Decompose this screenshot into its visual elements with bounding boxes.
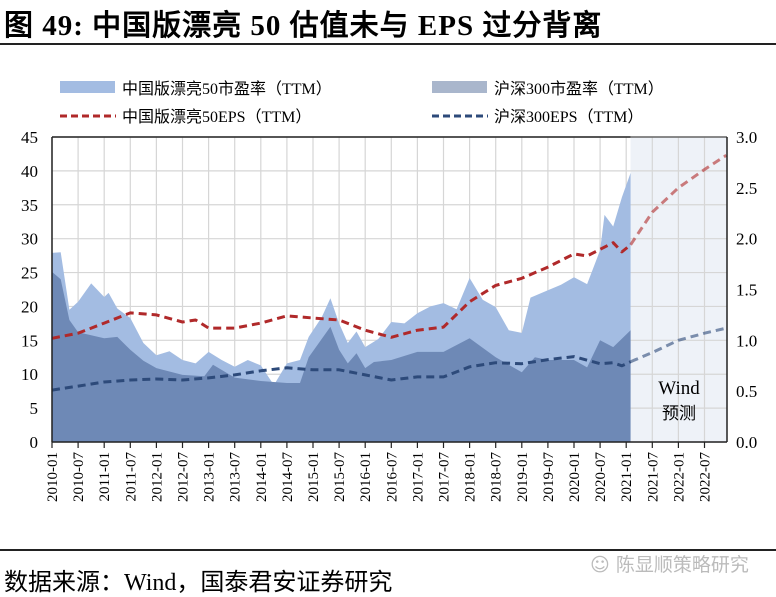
line-china50-eps-forecast (629, 154, 728, 246)
x-tick-label: 2014-07 (280, 452, 296, 502)
x-tick-label: 2021-07 (645, 452, 661, 502)
right-axis-ticks: 0.0 0.5 1.0 1.5 2.0 2.5 3.0 (736, 128, 757, 452)
x-tick-label: 2010-01 (45, 452, 61, 502)
right-tick-label: 2.5 (736, 179, 757, 198)
x-tick-label: 2013-01 (202, 452, 218, 502)
title-divider (0, 43, 776, 45)
x-axis-ticks: 2010-01 2010-07 2011-01 2011-07 2012-01 2012-… (45, 442, 714, 502)
x-tick-label: 2021-01 (619, 452, 635, 502)
x-tick-label: 2019-01 (515, 452, 531, 502)
x-tick-label: 2015-07 (332, 452, 348, 502)
legend-label-hs300-eps: 沪深300EPS（TTM） (494, 108, 643, 126)
right-tick-label: 3.0 (736, 128, 757, 147)
eps-lines (51, 154, 728, 392)
x-tick-label: 2011-01 (97, 452, 113, 501)
x-tick-label: 2017-07 (437, 452, 453, 502)
x-tick-label: 2010-07 (71, 452, 87, 502)
legend-label-china50-eps: 中国版漂亮50EPS（TTM） (122, 108, 311, 126)
legend: 中国版漂亮50市盈率（TTM） 沪深300市盈率（TTM） 中国版漂亮50EPS… (60, 80, 664, 126)
x-tick-label: 2020-01 (567, 452, 583, 502)
x-tick-label: 2012-07 (176, 452, 192, 502)
x-tick-label: 2017-01 (410, 452, 426, 502)
forecast-label-yuce: 预测 (662, 404, 696, 423)
left-tick-label: 5 (30, 399, 39, 418)
left-tick-label: 0 (30, 433, 39, 452)
source-note: 数据来源：Wind，国泰君安证券研究 (4, 570, 393, 596)
x-tick-label: 2015-01 (306, 452, 322, 502)
left-tick-label: 25 (21, 264, 38, 283)
line-china50-eps (51, 241, 632, 340)
right-tick-label: 1.5 (736, 281, 757, 300)
left-tick-label: 30 (21, 230, 38, 249)
right-tick-label: 0.5 (736, 382, 757, 401)
right-tick-label: 2.0 (736, 230, 757, 249)
line-hs300-eps-forecast (630, 326, 727, 364)
left-tick-label: 15 (21, 331, 38, 350)
left-tick-label: 45 (21, 128, 38, 147)
figure-title: 图 49: 中国版漂亮 50 估值未与 EPS 过分背离 (4, 10, 603, 42)
legend-label-china50-pe: 中国版漂亮50市盈率（TTM） (122, 80, 332, 98)
left-tick-label: 35 (21, 196, 38, 215)
line-hs300-eps (51, 355, 632, 392)
legend-swatch-china50-pe (60, 81, 115, 93)
x-tick-label: 2014-01 (254, 452, 270, 502)
legend-label-hs300-pe: 沪深300市盈率（TTM） (494, 80, 664, 98)
right-tick-label: 0.0 (736, 433, 757, 452)
watermark-text: 陈显顺策略研究 (615, 554, 749, 576)
x-tick-label: 2022-07 (698, 452, 714, 502)
x-tick-label: 2016-07 (384, 452, 400, 502)
left-tick-label: 40 (21, 162, 38, 181)
x-tick-label: 2022-01 (671, 452, 687, 502)
forecast-label-wind: Wind (658, 378, 700, 399)
x-tick-label: 2018-07 (489, 452, 505, 502)
right-tick-label: 1.0 (736, 331, 757, 350)
left-tick-label: 10 (21, 365, 38, 384)
x-tick-label: 2011-07 (123, 452, 139, 502)
plot-frame (51, 136, 728, 443)
left-axis-ticks: 0 5 10 15 20 25 30 35 40 45 (21, 128, 38, 452)
legend-swatch-hs300-pe (432, 81, 487, 93)
x-tick-label: 2020-07 (593, 452, 609, 502)
x-tick-label: 2013-07 (228, 452, 244, 502)
pe-areas (52, 172, 631, 442)
watermark: ☺ 陈显顺策略研究 (590, 550, 749, 577)
x-tick-label: 2019-07 (541, 452, 557, 502)
x-tick-label: 2018-01 (463, 452, 479, 502)
left-tick-label: 20 (21, 297, 38, 316)
footer-divider (0, 549, 776, 551)
x-tick-label: 2016-01 (358, 452, 374, 502)
x-tick-label: 2012-01 (149, 452, 165, 502)
area-hs300-pe (52, 271, 631, 442)
wechat-icon: ☺ (590, 554, 616, 576)
